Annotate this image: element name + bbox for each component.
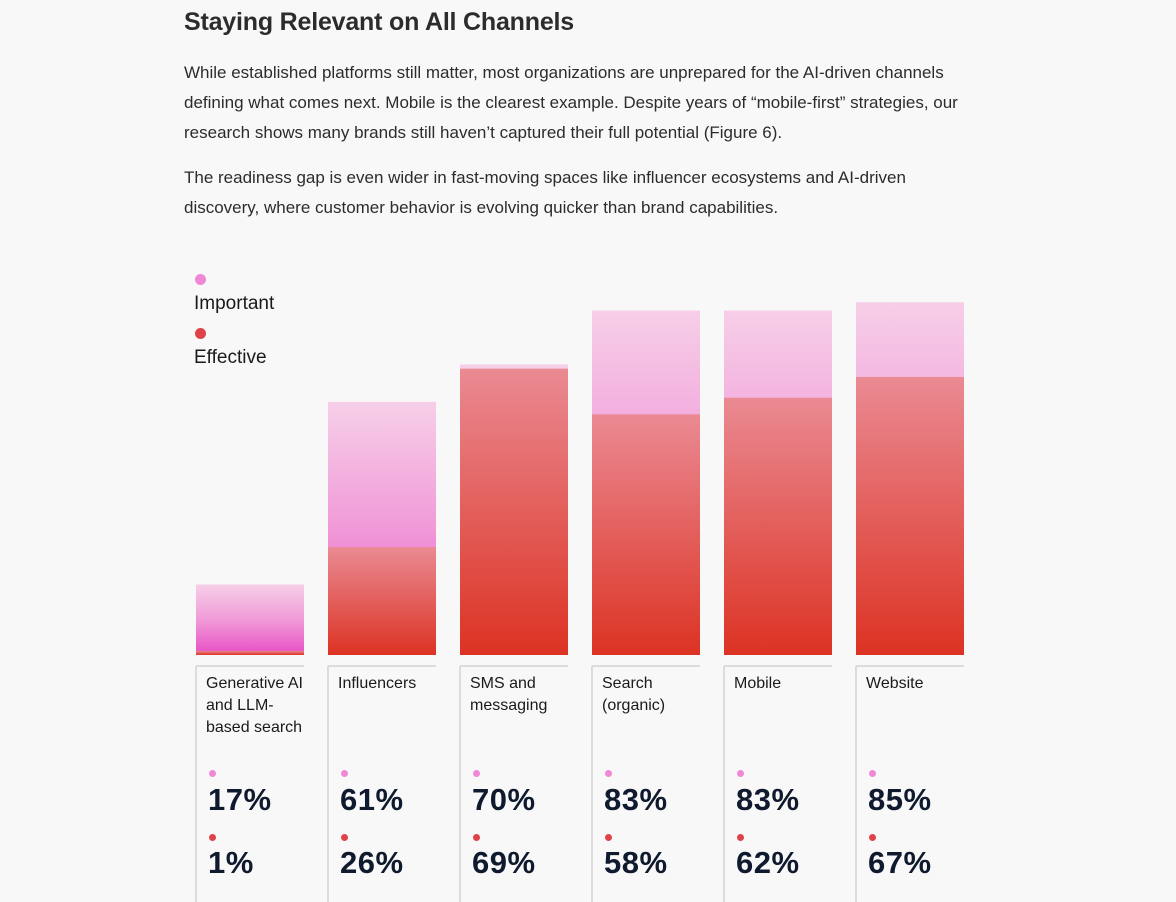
effective-value-sms-and-messaging: 69%	[472, 845, 536, 880]
effective-dot-icon	[341, 834, 348, 841]
effective-value-website: 67%	[868, 845, 932, 880]
intro-paragraph: While established platforms still matter…	[184, 63, 958, 142]
important-dot-icon	[869, 770, 876, 777]
legend-effective-dot-icon	[195, 328, 206, 339]
category-label-influencers: Influencers	[338, 675, 417, 692]
bar-important-website	[856, 302, 964, 655]
bar-effective-website	[856, 376, 964, 655]
legend-important-label: Important	[194, 293, 275, 314]
category-label-search-organic: Search (organic)	[602, 675, 666, 714]
gap-paragraph: The readiness gap is even wider in fast-…	[184, 168, 906, 217]
important-value-generative-ai-and-llm-based-search: 17%	[208, 782, 272, 817]
bar-important-sms-and-messaging	[460, 364, 568, 655]
important-dot-icon	[209, 770, 216, 777]
bar-important-search-organic	[592, 310, 700, 655]
bar-effective-search-organic	[592, 414, 700, 655]
bar-effective-influencers	[328, 547, 436, 655]
category-label-sms-and-messaging: SMS and messaging	[470, 675, 548, 714]
bar-important-mobile	[724, 310, 832, 655]
category-label-website: Website	[866, 675, 924, 692]
category-label-mobile: Mobile	[734, 675, 782, 692]
page-title: Staying Relevant on All Channels	[184, 8, 574, 36]
important-value-website: 85%	[868, 782, 932, 817]
bar-important-generative-ai-and-llm-based-search	[196, 584, 304, 655]
effective-dot-icon	[737, 834, 744, 841]
effective-value-search-organic: 58%	[604, 845, 668, 880]
effective-value-generative-ai-and-llm-based-search: 1%	[208, 845, 254, 880]
important-dot-icon	[473, 770, 480, 777]
effective-value-influencers: 26%	[340, 845, 404, 880]
important-value-sms-and-messaging: 70%	[472, 782, 536, 817]
bar-effective-generative-ai-and-llm-based-search	[196, 650, 304, 655]
important-value-influencers: 61%	[340, 782, 404, 817]
effective-dot-icon	[473, 834, 480, 841]
important-dot-icon	[737, 770, 744, 777]
effective-dot-icon	[209, 834, 216, 841]
important-dot-icon	[341, 770, 348, 777]
effective-value-mobile: 62%	[736, 845, 800, 880]
legend-effective-label: Effective	[194, 347, 267, 368]
bar-effective-mobile	[724, 397, 832, 655]
bar-effective-sms-and-messaging	[460, 368, 568, 655]
important-value-search-organic: 83%	[604, 782, 668, 817]
bar-important-influencers	[328, 401, 436, 655]
legend-important-dot-icon	[195, 274, 206, 285]
category-label-generative-ai-and-llm-based-search: Generative AI and LLM-based search	[206, 675, 303, 736]
important-value-mobile: 83%	[736, 782, 800, 817]
important-dot-icon	[605, 770, 612, 777]
effective-dot-icon	[605, 834, 612, 841]
effective-dot-icon	[869, 834, 876, 841]
